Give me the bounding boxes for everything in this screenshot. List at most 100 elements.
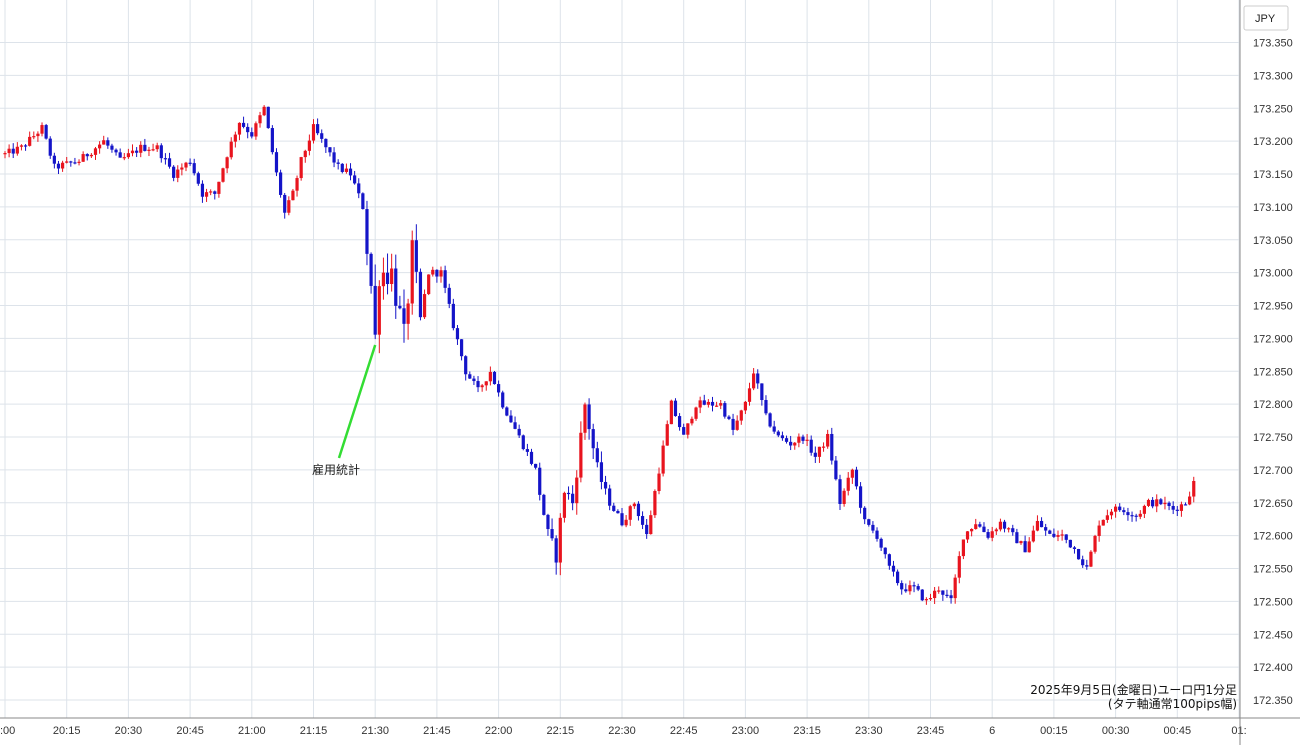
candle-body [48, 138, 52, 156]
candle [184, 161, 188, 172]
candle [320, 129, 324, 143]
candle [723, 401, 727, 419]
candle [1002, 519, 1007, 533]
candle [1175, 505, 1179, 517]
candle-body [480, 385, 484, 388]
candle-body [1076, 548, 1081, 560]
candle [262, 105, 266, 117]
candle [130, 144, 135, 157]
candle-body [484, 381, 488, 386]
candle [834, 455, 838, 481]
candle [616, 509, 620, 514]
candle-body [850, 469, 854, 478]
candle [612, 502, 616, 512]
candle-body [348, 168, 353, 176]
candle [472, 375, 476, 386]
candle-body [464, 356, 468, 375]
candle [715, 401, 719, 407]
candle-body [1126, 512, 1130, 516]
candle-body [760, 383, 764, 401]
candle [299, 156, 303, 181]
candle [838, 474, 842, 511]
candle-body [690, 418, 694, 424]
candle-body [875, 530, 879, 539]
candle [32, 131, 36, 140]
candle [665, 420, 669, 446]
candle [431, 266, 435, 277]
candle-body [394, 268, 398, 306]
candle-body [1159, 499, 1163, 505]
candle [102, 135, 106, 145]
candle-body [15, 146, 19, 154]
candle [414, 224, 418, 284]
candle [287, 196, 291, 216]
candle [965, 531, 970, 543]
candle [1060, 529, 1064, 541]
candle-body [665, 424, 669, 446]
candle-body [575, 477, 579, 504]
candle-body [204, 192, 209, 197]
candle-body [1068, 539, 1072, 548]
annotation-pointer [337, 344, 377, 459]
candle-body [172, 166, 176, 178]
candle-body [200, 183, 205, 197]
candle-body [311, 124, 316, 141]
candle [661, 440, 665, 477]
candle [237, 122, 242, 141]
candle [550, 518, 554, 541]
candle [883, 547, 887, 559]
candle-body [40, 125, 44, 134]
candle [649, 510, 653, 535]
candle-body [324, 138, 328, 148]
candle-body [102, 140, 106, 145]
candle [250, 127, 254, 139]
candle [1163, 496, 1167, 510]
y-tick-label: 172.600 [1253, 531, 1293, 543]
candle-body [93, 148, 98, 155]
candle [1064, 534, 1068, 544]
candle [640, 511, 645, 530]
candle [98, 141, 102, 154]
candle [81, 151, 85, 162]
candle [501, 390, 505, 410]
candle [887, 553, 891, 570]
x-tick-label: 21:00 [238, 725, 266, 737]
candle-body [698, 400, 702, 408]
candle [1122, 507, 1126, 516]
candle-body [727, 416, 731, 419]
candle [340, 163, 344, 174]
candle [867, 518, 871, 527]
candle [328, 147, 332, 157]
candle-body [793, 442, 797, 446]
candle [418, 268, 423, 321]
candle [40, 122, 44, 137]
x-tick-label: 21:15 [300, 725, 328, 737]
candle [278, 169, 283, 198]
candle-body [1007, 528, 1011, 530]
candle-body [23, 145, 28, 147]
candle [1089, 550, 1093, 568]
candle-body [213, 191, 217, 194]
candle [93, 146, 98, 160]
x-tick-label: 20:15 [53, 725, 81, 737]
candle-body [1019, 541, 1023, 544]
candle [933, 587, 937, 604]
candle [390, 253, 394, 292]
candle-body [1035, 520, 1040, 531]
candle [916, 583, 920, 592]
candle [920, 589, 924, 602]
candle-body [56, 163, 61, 169]
candle [435, 269, 439, 283]
candle-body [147, 149, 151, 151]
candle [986, 529, 990, 540]
candle-body [307, 140, 311, 151]
y-tick-label: 172.900 [1253, 333, 1293, 345]
candle [1085, 559, 1089, 570]
candle [77, 159, 81, 166]
candle [1118, 503, 1122, 512]
candle-body [743, 401, 747, 411]
candle-body [994, 529, 998, 532]
candle [998, 518, 1003, 532]
candle-body [616, 510, 620, 514]
candle-body [752, 373, 756, 389]
